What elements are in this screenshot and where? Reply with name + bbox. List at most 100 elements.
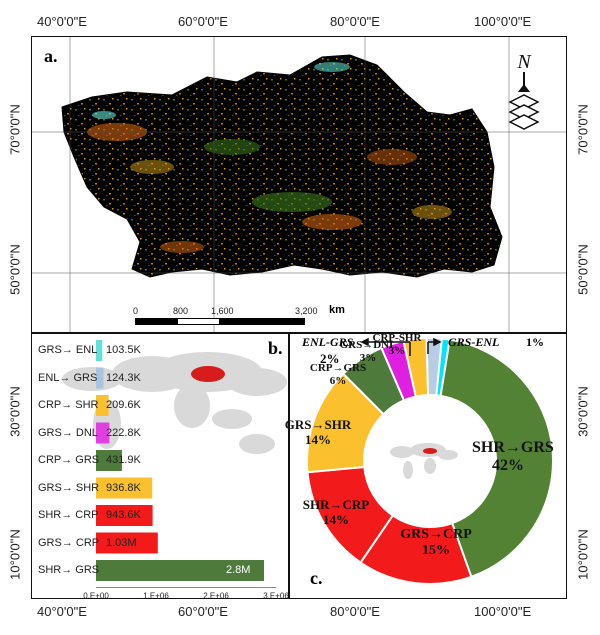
enl-grs-outer-label: ENL-GRS [302,335,354,349]
bar-value-label: 2.8M [226,564,251,576]
top-lon-100: 100°0'0"E [474,14,532,29]
donut-slice-0 [439,338,554,579]
donut-slice-label: GRS→DNL [339,339,397,351]
region-outline [61,54,503,278]
donut-slice-pct: 3% [359,351,377,364]
bar-x-tick: 2.E+06 [203,592,229,599]
donut-label-group: GRS→SHR 14% [282,417,354,448]
bar-0 [96,340,103,361]
right-lat-50: 50°0'0"N [575,244,591,295]
donut-study-area [423,448,437,454]
donut-label-group: GRS→CRP 15% [400,527,472,559]
top-lon-40: 40°0'0"E [37,14,87,29]
bar-x-tick: 3.E+06 [263,592,288,599]
bar-6 [96,505,153,526]
bar-value-label: 222.8K [106,426,141,439]
panel-divider-vertical [288,332,290,599]
left-lat-30: 30°0'0"N [7,386,23,437]
scale-tick-3200: 3,200 [295,306,318,316]
bottom-lon-40: 40°0'0"E [37,604,87,619]
north-label: N [516,51,532,73]
top-lon-60: 60°0'0"E [178,14,228,29]
bar-4 [96,450,122,471]
bar-category-label: GRS→ DNL [38,426,98,439]
panel-a-label: a. [44,46,58,66]
leader-arrows [360,337,442,356]
left-lat-70: 70°0'0"N [7,104,23,155]
top-lon-80: 80°0'0"E [330,14,380,29]
bar-category-label: CRP→ SHR [38,399,99,411]
bar-category-label: GRS→ SHR [38,481,100,494]
donut-label-group: SHR→CRP 14% [300,497,372,528]
left-lat-10: 10°0'0"N [7,529,23,580]
donut-slice-label: SHR→GRS [472,439,554,456]
bar-category-label: CRP→ GRS [38,454,100,466]
grs-enl-outer-label: GRS-ENL [448,335,500,349]
donut-slice-pct: 14% [323,511,349,527]
bar-value-label: 209.6K [106,399,141,411]
donut-label-group: SHR→GRS 42% [472,439,554,476]
right-lat-30: 30°0'0"N [575,386,591,437]
bar-value-label: 103.5K [106,344,141,356]
bars-layer: 0.E+00 1.E+06 2.E+06 3.E+06 [83,340,288,598]
donut-slice-label: CRP-SHR [372,332,422,344]
bottom-lon-60: 60°0'0"E [178,604,228,619]
bar-7 [96,532,158,554]
bar-1 [96,367,104,389]
donut-slice-label: SHR→CRP [302,497,370,512]
land-cover-map [32,37,566,332]
bar-category-label: GRS→ ENL [38,344,98,356]
world-map-inset [62,352,287,454]
bar-5 [96,477,153,499]
donut-slice-label: GRS→CRP [400,527,472,542]
bar-category-label: SHR→ GRS [38,564,100,576]
panel-b-label: b. [268,338,283,358]
donut-slice-pct: 42% [492,457,524,475]
donut-chart-panel [306,337,554,585]
bar-value-label: 431.9K [106,454,141,466]
right-lat-10: 10°0'0"N [575,529,591,580]
bar-2 [96,395,109,416]
donut-slice-pct: 6% [329,374,347,387]
bar-value-label: 936.8K [106,481,141,494]
change-clusters [87,62,452,253]
bar-x-tick: 0.E+00 [83,592,109,599]
bottom-lon-80: 80°0'0"E [330,604,380,619]
graticule [32,37,566,332]
grs-enl-outer-pct: 1% [526,335,544,349]
scale-tick-800: 800 [173,306,189,316]
map-frame [31,36,567,599]
bar-3 [96,422,110,444]
donut-slice-pct: 14% [305,431,331,447]
right-lat-70: 70°0'0"N [575,104,591,155]
bar-value-label: 943.6K [106,509,141,521]
donut-label-group: GRS→DNL 3% [332,339,404,364]
study-area-highlight [191,366,225,382]
bar-8 [96,560,264,581]
donut-slice-label: GRS→SHR [284,417,352,432]
bar-category-label: SHR→ CRP [38,509,99,521]
bar-value-label: 124.3K [106,371,141,384]
donut-slice-pct: 15% [422,543,450,559]
donut-world-inset [390,443,458,479]
bar-chart-panel: 0.E+00 1.E+06 2.E+06 3.E+06 [62,340,288,598]
enl-grs-outer-pct: 2% [320,351,340,366]
donut-label-group: CRP-SHR 3% [361,332,433,357]
left-lat-50: 50°0'0"N [7,244,23,295]
north-arrow-icon: N [508,51,540,130]
scale-unit: km [329,304,345,316]
bottom-lon-100: 100°0'0"E [474,604,532,619]
donut-slice-label: CRP→GRS [309,362,367,374]
bar-category-label: GRS→ CRP [38,536,100,549]
bar-category-label: ENL→ GRS [38,371,98,384]
scale-bar: 0 800 1,600 3,200 km [133,304,515,334]
bar-x-tick: 1.E+06 [143,592,169,599]
bar-value-label: 1.03M [106,536,137,549]
donut-label-group: CRP→GRS 6% [302,362,374,387]
donut-slice-8 [435,337,451,397]
panel-divider-horizontal [31,332,567,334]
donut-slice-pct: 3% [388,344,406,357]
donut-layer [306,337,554,585]
scale-tick-0: 0 [133,306,139,316]
panel-c-label: c. [310,568,323,588]
